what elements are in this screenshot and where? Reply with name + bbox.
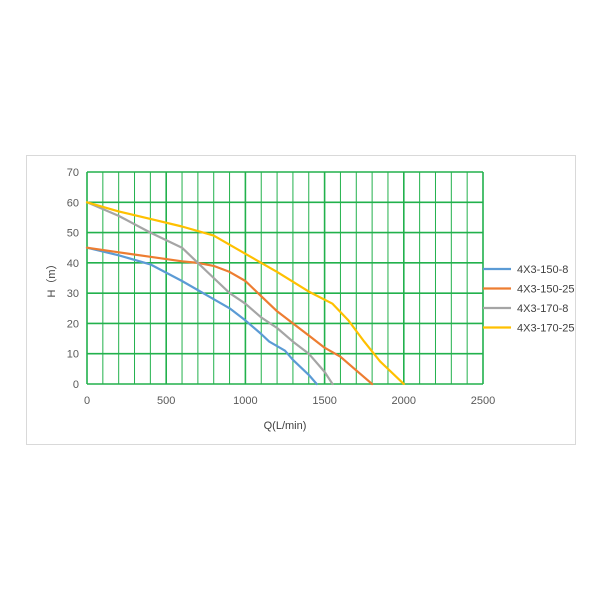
- y-tick-label: 70: [67, 167, 79, 179]
- y-tick-label: 60: [67, 197, 79, 209]
- x-tick-label: 1500: [312, 395, 336, 407]
- series-line: [85, 246, 374, 386]
- x-axis-title: Q(L/min): [264, 420, 307, 432]
- x-tick-label: 2500: [471, 395, 495, 407]
- y-axis-title: H（m）: [45, 258, 58, 297]
- x-tick-label: 1000: [233, 395, 257, 407]
- y-tick-label: 50: [67, 228, 79, 240]
- y-tick-label: 20: [67, 318, 79, 330]
- y-tick-label: 10: [67, 349, 79, 361]
- legend-label: 4X3-170-25: [517, 323, 575, 335]
- line-chart: 0 10 20 30 40 50 60 70 0 500 1000 1500 2000 2500 Q(L/m…: [45, 167, 575, 432]
- legend-label: 4X3-150-8: [517, 264, 568, 276]
- x-tick-label: 0: [84, 395, 90, 407]
- y-tick-label: 30: [67, 288, 79, 300]
- legend-label: 4X3-150-25: [517, 284, 575, 296]
- x-tick-label: 2000: [392, 395, 416, 407]
- x-tick-label: 500: [157, 395, 175, 407]
- series-line: [85, 201, 405, 386]
- legend-label: 4X3-170-8: [517, 303, 568, 315]
- series-line: [85, 246, 318, 386]
- y-tick-label: 0: [73, 379, 79, 391]
- chart-frame: 0 10 20 30 40 50 60 70 0 500 1000 1500 2000 2500 Q(L/m…: [26, 155, 576, 445]
- series-line: [85, 201, 334, 386]
- y-tick-label: 40: [67, 258, 79, 270]
